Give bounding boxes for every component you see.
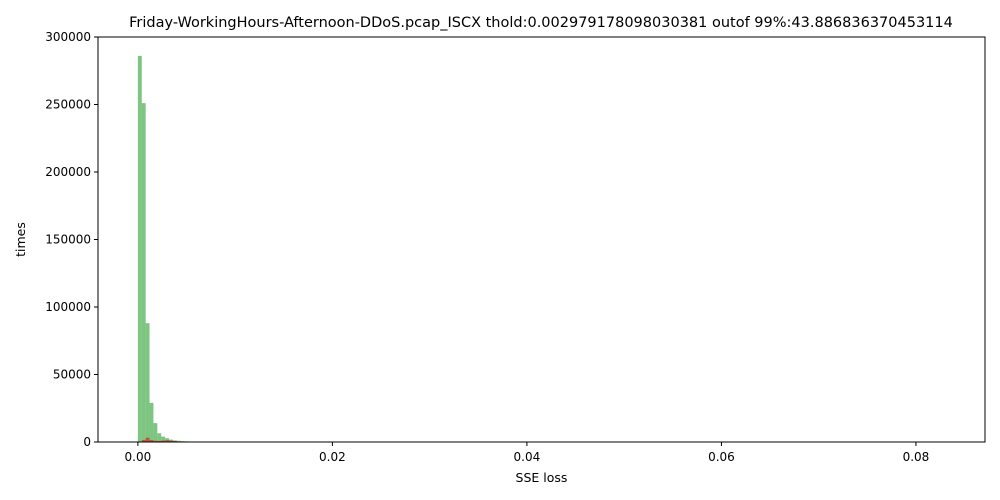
- y-tick-label: 100000: [45, 300, 91, 314]
- histogram-bar-s1-b4: [153, 440, 158, 442]
- histogram-bars: [137, 55, 201, 443]
- histogram-bar-s0-b10: [176, 440, 181, 442]
- x-tick-label: 0.02: [319, 450, 346, 464]
- x-tick-label: 0.04: [514, 450, 541, 464]
- histogram-bar-s0-b5: [157, 433, 162, 442]
- histogram-bar-s1-b1: [141, 439, 146, 442]
- y-axis-label: times: [13, 222, 28, 257]
- x-tick-label: 0.06: [708, 450, 735, 464]
- histogram-bar-s0-b6: [161, 436, 166, 442]
- x-tick-label: 0.08: [903, 450, 930, 464]
- x-axis-label: SSE loss: [516, 470, 568, 485]
- y-axis-ticks: 0 50000 100000 150000 200000 250000 300000: [45, 30, 98, 449]
- histogram-bar-s0-b7: [165, 438, 169, 442]
- chart-title: Friday-WorkingHours-Afternoon-DDoS.pcap_…: [129, 15, 953, 31]
- y-tick-label: 250000: [45, 98, 91, 112]
- histogram-bar-s0-b3: [149, 402, 154, 442]
- y-tick-label: 200000: [45, 165, 91, 179]
- y-tick-label: 0: [83, 435, 91, 449]
- x-axis-ticks: 0.00 0.02 0.04 0.06 0.08: [125, 442, 930, 464]
- histogram-bar-s0-b0: [137, 55, 142, 443]
- histogram-bar-s1-b7: [165, 440, 169, 442]
- axes-frame: [97, 36, 986, 443]
- histogram-bar-s0-b1: [141, 103, 146, 443]
- y-tick-label: 150000: [45, 233, 91, 247]
- histogram-bar-s1-b2: [145, 437, 150, 442]
- y-tick-label: 300000: [45, 30, 91, 44]
- histogram-bar-s1-b8: [168, 440, 173, 442]
- x-tick-label: 0.00: [125, 450, 152, 464]
- histogram-bar-s1-b6: [161, 440, 166, 442]
- y-tick-label: 50000: [53, 368, 91, 382]
- histogram-bar-s0-b4: [153, 423, 158, 442]
- histogram-bar-s0-b2: [145, 323, 150, 442]
- histogram-bar-s1-b5: [157, 440, 162, 442]
- histogram-bar-s1-b3: [149, 440, 154, 442]
